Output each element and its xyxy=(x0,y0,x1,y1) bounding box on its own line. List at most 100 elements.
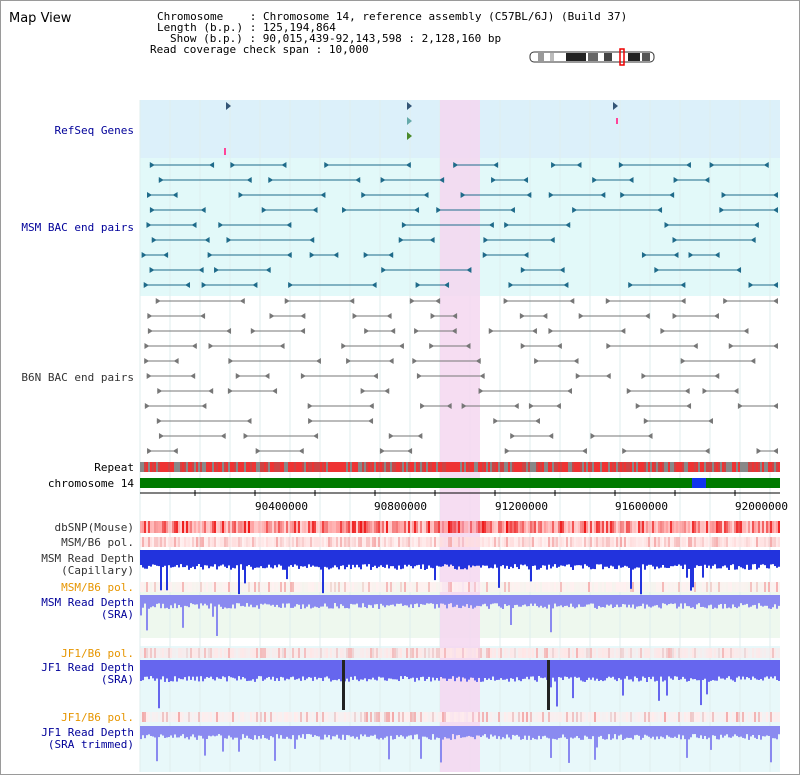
read-depth-bar xyxy=(722,595,724,609)
heat-cell xyxy=(726,582,728,592)
heat-cell xyxy=(180,537,182,547)
repeat-block xyxy=(778,462,780,472)
bac-end-marker xyxy=(415,282,421,288)
heat-cell xyxy=(386,537,388,547)
read-depth-bar xyxy=(774,550,776,567)
heat-cell xyxy=(564,521,566,533)
heat-cell xyxy=(414,712,416,722)
heat-cell xyxy=(454,712,456,722)
heat-cell xyxy=(322,537,324,547)
repeat-block xyxy=(732,462,734,472)
read-depth-bar xyxy=(214,595,216,607)
read-depth-bar xyxy=(198,726,200,736)
read-depth-bar xyxy=(598,550,600,565)
track-label-jf1-b6-pol-2[interactable]: JF1/B6 pol. xyxy=(61,711,134,724)
heat-cell xyxy=(622,537,624,547)
track-label-dbsnp[interactable]: dbSNP(Mouse) xyxy=(54,521,134,534)
heat-cell xyxy=(494,712,496,722)
repeat-block xyxy=(446,462,448,472)
heat-cell xyxy=(144,712,146,722)
bac-end-marker xyxy=(381,267,387,273)
heat-cell xyxy=(142,712,144,722)
read-depth-bar xyxy=(562,595,564,608)
repeat-block xyxy=(300,462,302,472)
track-label-msm-depth-cap-1[interactable]: MSM Read Depth xyxy=(41,552,134,565)
heat-cell xyxy=(620,712,622,722)
heat-cell xyxy=(218,582,220,592)
heat-cell xyxy=(434,582,436,592)
heat-cell xyxy=(454,537,456,547)
heat-cell xyxy=(658,582,660,592)
heat-cell xyxy=(364,582,366,592)
bac-end-marker xyxy=(300,373,306,379)
read-depth-bar xyxy=(410,595,412,605)
heat-cell xyxy=(284,582,286,592)
repeat-block xyxy=(612,462,614,472)
heat-cell xyxy=(440,521,442,533)
bac-end-marker xyxy=(483,237,489,243)
heat-cell xyxy=(438,648,440,658)
heat-cell xyxy=(366,537,368,547)
heat-cell xyxy=(194,521,196,533)
bac-end-marker xyxy=(736,267,742,273)
read-depth-bar xyxy=(262,550,264,569)
track-label-msm-b6-pol-1[interactable]: MSM/B6 pol. xyxy=(61,536,134,549)
heat-cell xyxy=(688,582,690,592)
heat-cell xyxy=(614,712,616,722)
track-label-jf1-depth-sra-1[interactable]: JF1 Read Depth xyxy=(41,661,134,674)
heat-cell xyxy=(452,648,454,658)
read-depth-bar xyxy=(508,595,510,606)
track-label-msm-bac[interactable]: MSM BAC end pairs xyxy=(21,221,134,234)
heat-cell xyxy=(534,521,536,533)
read-depth-bar xyxy=(184,660,186,678)
read-depth-bar xyxy=(306,726,308,735)
read-depth-bar xyxy=(436,660,438,678)
read-depth-bar xyxy=(206,595,208,606)
heat-cell xyxy=(498,712,500,722)
track-label-repeat[interactable]: Repeat xyxy=(94,461,134,474)
read-depth-bar xyxy=(778,595,780,606)
heat-cell xyxy=(182,582,184,592)
heat-cell xyxy=(528,537,530,547)
heat-cell xyxy=(202,712,204,722)
heat-cell xyxy=(238,521,240,533)
track-label-refseq[interactable]: RefSeq Genes xyxy=(54,124,134,137)
read-depth-bar xyxy=(320,595,322,607)
heat-cell xyxy=(196,582,198,592)
repeat-block xyxy=(766,462,768,472)
track-label-msm-b6-pol-2[interactable]: MSM/B6 pol. xyxy=(61,581,134,594)
heat-cell xyxy=(352,537,354,547)
read-depth-bar xyxy=(728,660,730,677)
bac-end-marker xyxy=(465,343,471,349)
read-depth-bar xyxy=(366,660,368,682)
heat-cell xyxy=(656,648,658,658)
read-depth-bar xyxy=(484,726,486,735)
read-depth-bar xyxy=(538,726,540,736)
read-depth-bar xyxy=(308,660,310,678)
heat-cell xyxy=(372,537,374,547)
heat-cell xyxy=(366,712,368,722)
read-depth-bar xyxy=(356,726,358,737)
track-label-jf1-b6-pol-1[interactable]: JF1/B6 pol. xyxy=(61,647,134,660)
track-label-b6n-bac[interactable]: B6N BAC end pairs xyxy=(21,371,134,384)
read-depth-bar xyxy=(280,660,282,677)
heat-cell xyxy=(560,648,562,658)
repeat-block xyxy=(762,462,764,472)
read-depth-bar xyxy=(566,660,568,677)
heat-cell xyxy=(538,537,540,547)
read-depth-bar xyxy=(412,595,414,608)
read-depth-bar xyxy=(482,726,484,736)
track-label-msm-depth-sra-1[interactable]: MSM Read Depth xyxy=(41,596,134,609)
track-label-jf1-depth-trim-1[interactable]: JF1 Read Depth xyxy=(41,726,134,739)
read-depth-bar xyxy=(628,660,630,680)
heat-cell xyxy=(592,648,594,658)
read-depth-bar xyxy=(674,595,676,604)
repeat-block xyxy=(248,462,250,472)
track-label-chromosome[interactable]: chromosome 14 xyxy=(47,477,134,490)
heat-cell xyxy=(620,521,622,533)
heat-cell xyxy=(394,648,396,658)
repeat-block xyxy=(342,462,344,472)
heat-cell xyxy=(764,521,766,533)
heat-cell xyxy=(240,712,242,722)
